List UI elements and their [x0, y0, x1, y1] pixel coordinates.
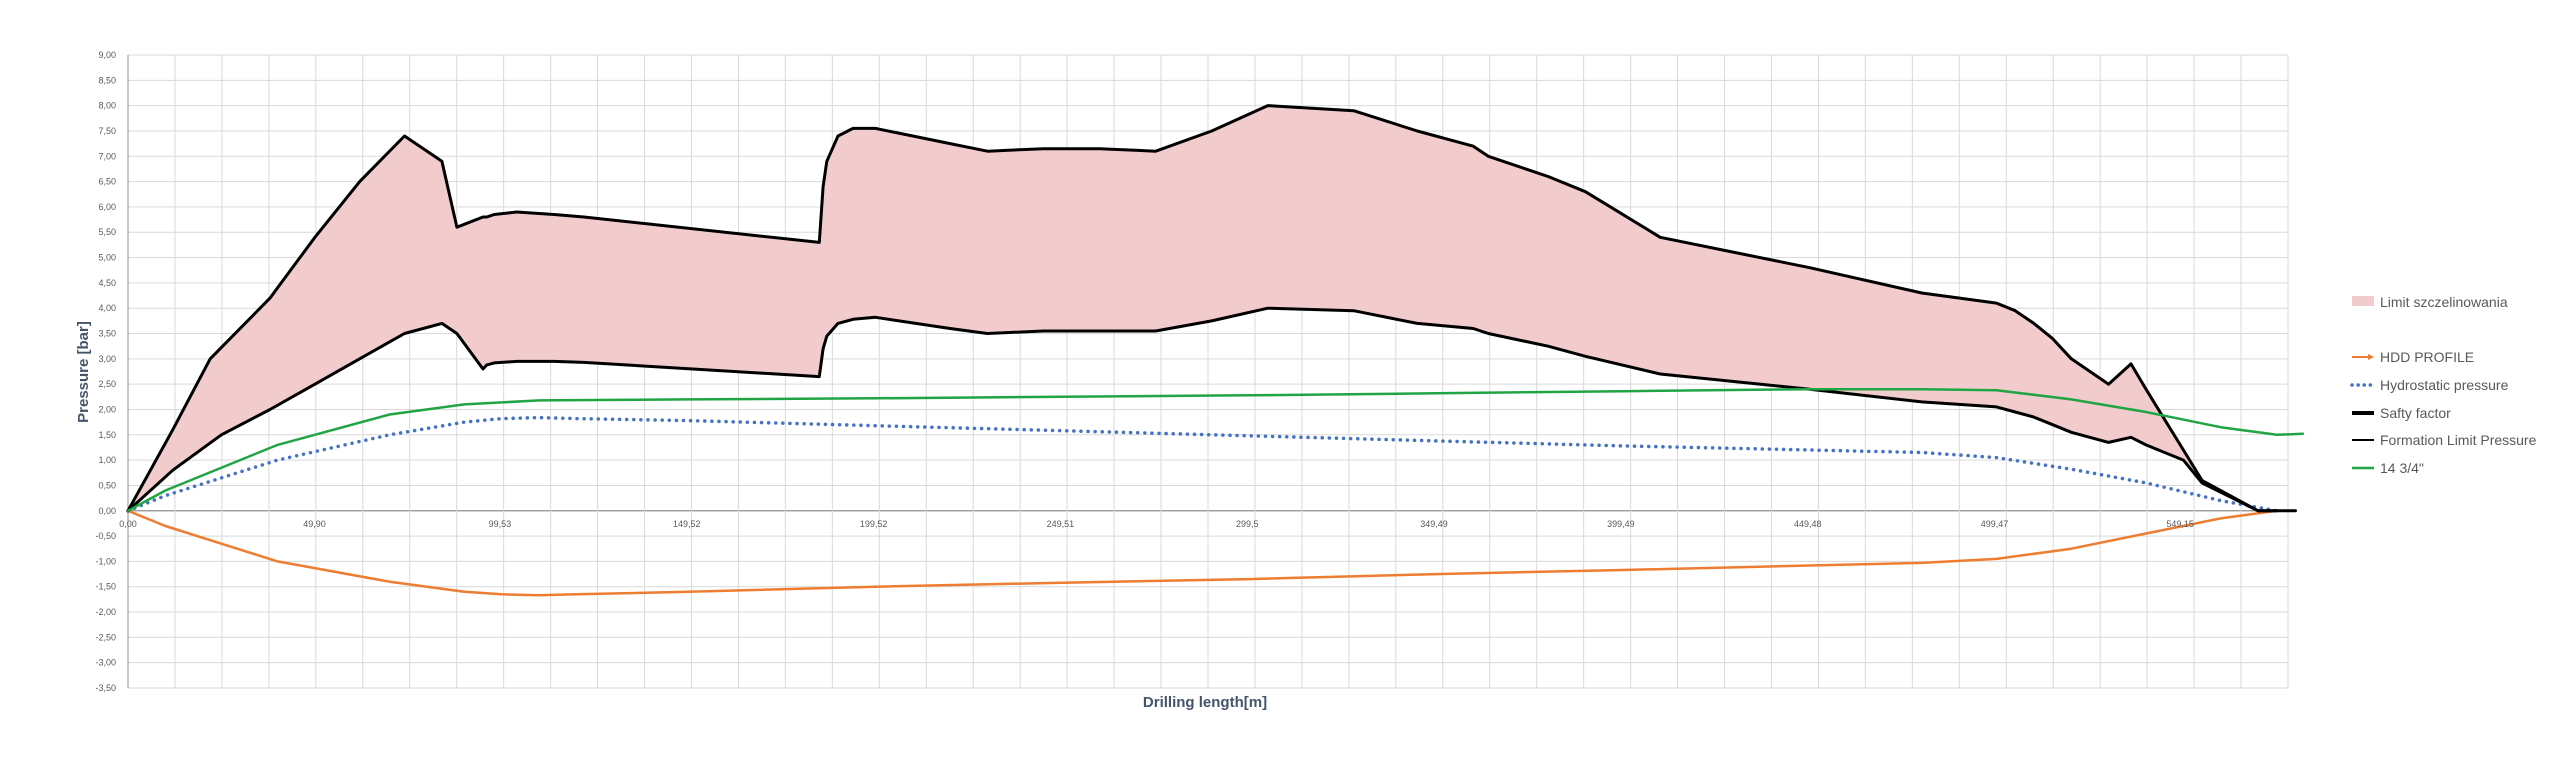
- y-tick-label: 4,00: [98, 303, 116, 313]
- y-tick-label: -3,50: [95, 683, 116, 693]
- x-tick-label: 199,52: [860, 519, 888, 529]
- tick-labels: 9,00 8,50 8,00 7,50 7,00 6,50 6,00 5,50 5,00 4,50…: [95, 50, 2193, 693]
- legend-label: Limit szczelinowania: [2380, 294, 2508, 310]
- y-tick-label: 2,50: [98, 379, 116, 389]
- y-tick-label: 4,50: [98, 278, 116, 288]
- y-tick-label: -3,00: [95, 658, 116, 668]
- y-tick-label: 5,50: [98, 227, 116, 237]
- legend-label: Formation Limit Pressure: [2380, 432, 2537, 448]
- y-tick-label: 7,00: [98, 151, 116, 161]
- legend: Limit szczelinowania HDD PROFILE Hydrostat…: [2350, 294, 2537, 476]
- y-tick-label: 8,00: [98, 101, 116, 111]
- series-line-14-3-4: [126, 387, 2305, 513]
- y-axis-title: Pressure [bar]: [75, 321, 92, 423]
- x-tick-label: 49,90: [303, 519, 326, 529]
- y-tick-label: 9,00: [98, 50, 116, 60]
- x-tick-label: 99,53: [489, 519, 512, 529]
- x-tick-label: 549,15: [2166, 519, 2194, 529]
- y-tick-label: -2,50: [95, 632, 116, 642]
- y-tick-label: -1,00: [95, 556, 116, 566]
- y-tick-label: 0,00: [98, 506, 116, 516]
- y-tick-label: 1,50: [98, 430, 116, 440]
- x-tick-label: 349,49: [1420, 519, 1448, 529]
- y-tick-label: 0,50: [98, 480, 116, 490]
- y-tick-label: 2,00: [98, 404, 116, 414]
- y-tick-label: -0,50: [95, 531, 116, 541]
- x-tick-label: 449,48: [1794, 519, 1822, 529]
- y-tick-label: 7,50: [98, 126, 116, 136]
- x-tick-label: 499,47: [1981, 519, 2009, 529]
- legend-swatch-area: [2352, 296, 2374, 306]
- legend-label: 14 3/4": [2380, 460, 2424, 476]
- y-tick-label: 3,50: [98, 329, 116, 339]
- area-layer: [128, 105, 2296, 511]
- series-line-hdd-profile: [126, 509, 2297, 597]
- y-tick-label: 5,00: [98, 253, 116, 263]
- y-tick-label: 6,50: [98, 177, 116, 187]
- legend-item: 14 3/4": [2352, 460, 2424, 476]
- y-tick-label: 3,00: [98, 354, 116, 364]
- y-tick-label: 6,00: [98, 202, 116, 212]
- legend-item: Safty factor: [2352, 405, 2451, 421]
- legend-item: HDD PROFILE: [2352, 349, 2474, 365]
- legend-item: Limit szczelinowania: [2352, 294, 2508, 310]
- y-tick-label: -2,00: [95, 607, 116, 617]
- legend-label: HDD PROFILE: [2380, 349, 2474, 365]
- series-layer: [126, 104, 2305, 597]
- y-tick-label: -1,50: [95, 582, 116, 592]
- x-tick-label: 0,00: [119, 519, 137, 529]
- x-tick-label: 149,52: [673, 519, 701, 529]
- legend-label: Hydrostatic pressure: [2380, 377, 2509, 393]
- legend-swatch-arrow-icon: [2368, 354, 2374, 360]
- series-line-hydrostatic-pressure: [126, 415, 2279, 513]
- series-line-safty-factor: [126, 306, 2297, 513]
- y-tick-label: 1,00: [98, 455, 116, 465]
- series-line-formation-limit-pressure: [126, 104, 2279, 513]
- legend-item: Formation Limit Pressure: [2352, 432, 2537, 448]
- x-tick-label: 249,51: [1047, 519, 1075, 529]
- series-area-limit-szczelinowania: [128, 105, 2296, 511]
- x-tick-label: 299,5: [1236, 519, 1259, 529]
- legend-item: Hydrostatic pressure: [2350, 377, 2509, 393]
- x-axis-title: Drilling length[m]: [1143, 694, 1267, 711]
- y-tick-label: 8,50: [98, 75, 116, 85]
- x-tick-label: 399,49: [1607, 519, 1635, 529]
- legend-label: Safty factor: [2380, 405, 2451, 421]
